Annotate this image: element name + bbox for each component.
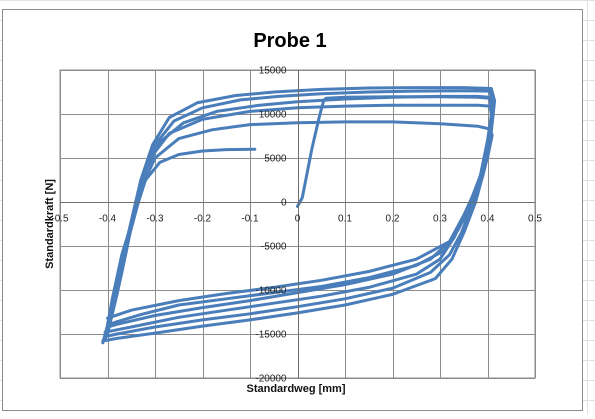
y-tick-label: 10000: [259, 110, 287, 121]
x-tick-label: -0.1: [241, 214, 259, 225]
y-tick-label: -5000: [261, 242, 287, 253]
y-tick-label: -10000: [255, 286, 287, 297]
x-tick-label: -0.4: [99, 214, 117, 225]
chart-title: Probe 1: [253, 30, 326, 52]
x-tick-label: -0.5: [51, 214, 69, 225]
y-tick-label: -20000: [255, 374, 287, 385]
x-tick-label: 0.3: [433, 214, 447, 225]
x-tick-label: 0.1: [338, 214, 352, 225]
x-tick-label: 0.5: [528, 214, 542, 225]
axes: [60, 70, 535, 378]
x-axis-label: Standardweg [mm]: [246, 383, 345, 395]
y-tick-label: 15000: [259, 66, 287, 77]
x-tick-label: -0.2: [194, 214, 212, 225]
x-tick-label: 0.2: [386, 214, 400, 225]
x-tick-label: 0: [295, 214, 301, 225]
hysteresis-loop-line: [101, 86, 497, 345]
y-axis-label: Standardkraft [N]: [44, 179, 56, 269]
chart-area[interactable]: [2, 9, 583, 411]
x-tick-label: -0.3: [146, 214, 164, 225]
data-series: [101, 86, 497, 345]
hysteresis-loop-line: [106, 120, 494, 332]
y-tick-label: 0: [281, 198, 287, 209]
y-tick-label: 5000: [264, 154, 287, 165]
y-tick-label: -15000: [255, 330, 287, 341]
y-tick-labels: -20000 -15000 -10000 -5000 0 5000 10000 15000: [255, 66, 287, 385]
x-tick-labels: -0.5 -0.4 -0.3 -0.2 -0.1 0 0.1 0.2 0.3 0.4 0.5: [51, 214, 542, 225]
x-tick-label: 0.4: [481, 214, 495, 225]
